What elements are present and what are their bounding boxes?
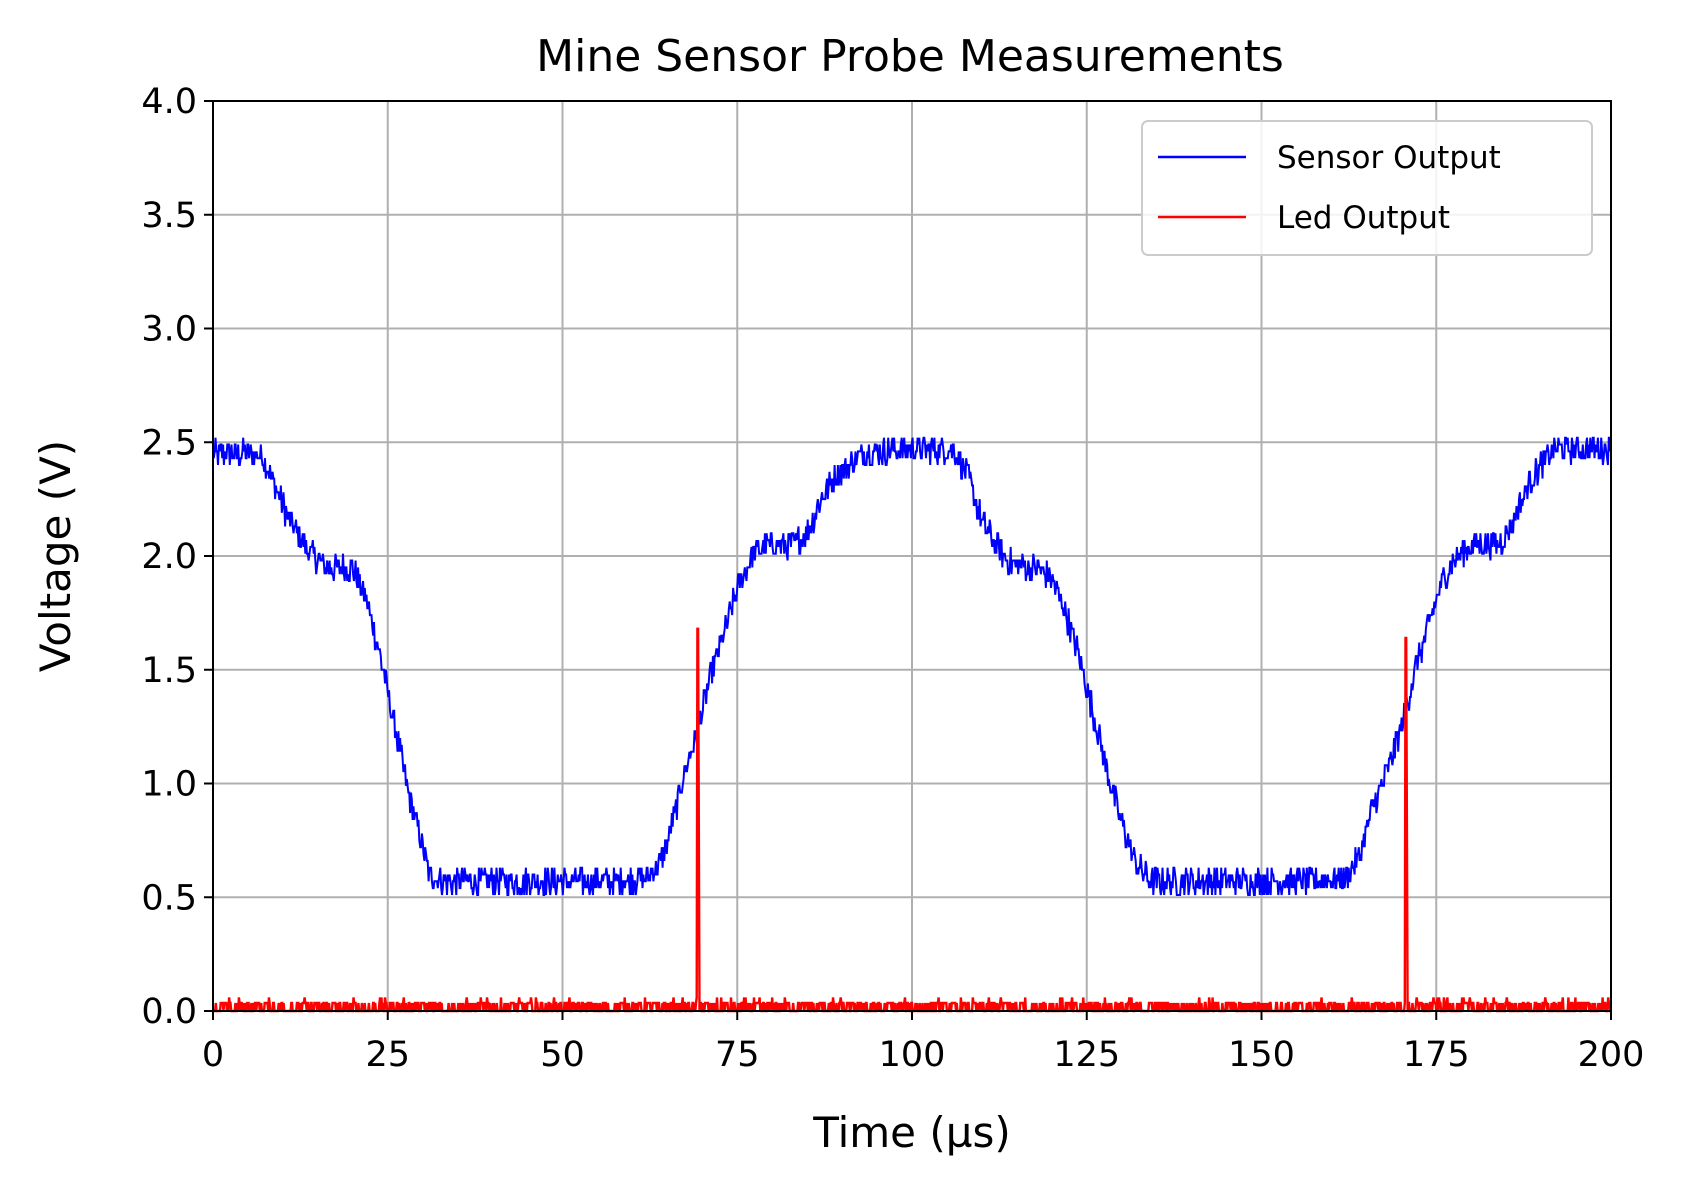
x-axis-label: Time (µs) — [812, 1108, 1011, 1157]
x-tick-label: 100 — [879, 1035, 946, 1075]
x-tick-label: 25 — [365, 1035, 410, 1075]
y-tick-label: 3.5 — [141, 196, 197, 236]
legend-label: Sensor Output — [1277, 140, 1501, 176]
x-tick-label: 50 — [540, 1035, 585, 1075]
legend: Sensor Output Led Output — [1141, 120, 1593, 256]
y-axis-label: Voltage (V) — [31, 440, 80, 672]
x-tick-label: 150 — [1228, 1035, 1295, 1075]
x-tick-label: 200 — [1578, 1035, 1645, 1075]
y-tick-label: 0.0 — [141, 992, 197, 1032]
legend-box — [1141, 120, 1593, 256]
y-tick-label: 1.0 — [141, 765, 197, 805]
x-tick-label: 0 — [202, 1035, 224, 1075]
y-tick-label: 4.0 — [141, 82, 197, 122]
y-tick-label: 1.5 — [141, 651, 197, 691]
y-tick-label: 3.0 — [141, 310, 197, 350]
ticks: 0 25 50 75 100 125 150 175 200 0.0 0.5 1.0 1.5 2.0 2.5… — [141, 82, 1644, 1075]
y-tick-label: 2.0 — [141, 537, 197, 577]
y-tick-label: 2.5 — [141, 423, 197, 463]
x-tick-label: 125 — [1053, 1035, 1120, 1075]
y-tick-label: 0.5 — [141, 878, 197, 918]
chart-title: Mine Sensor Probe Measurements — [536, 31, 1284, 82]
x-tick-label: 175 — [1403, 1035, 1470, 1075]
series-line-sensor-output — [212, 436, 1612, 896]
legend-label: Led Output — [1277, 200, 1450, 236]
x-tick-label: 75 — [715, 1035, 760, 1075]
